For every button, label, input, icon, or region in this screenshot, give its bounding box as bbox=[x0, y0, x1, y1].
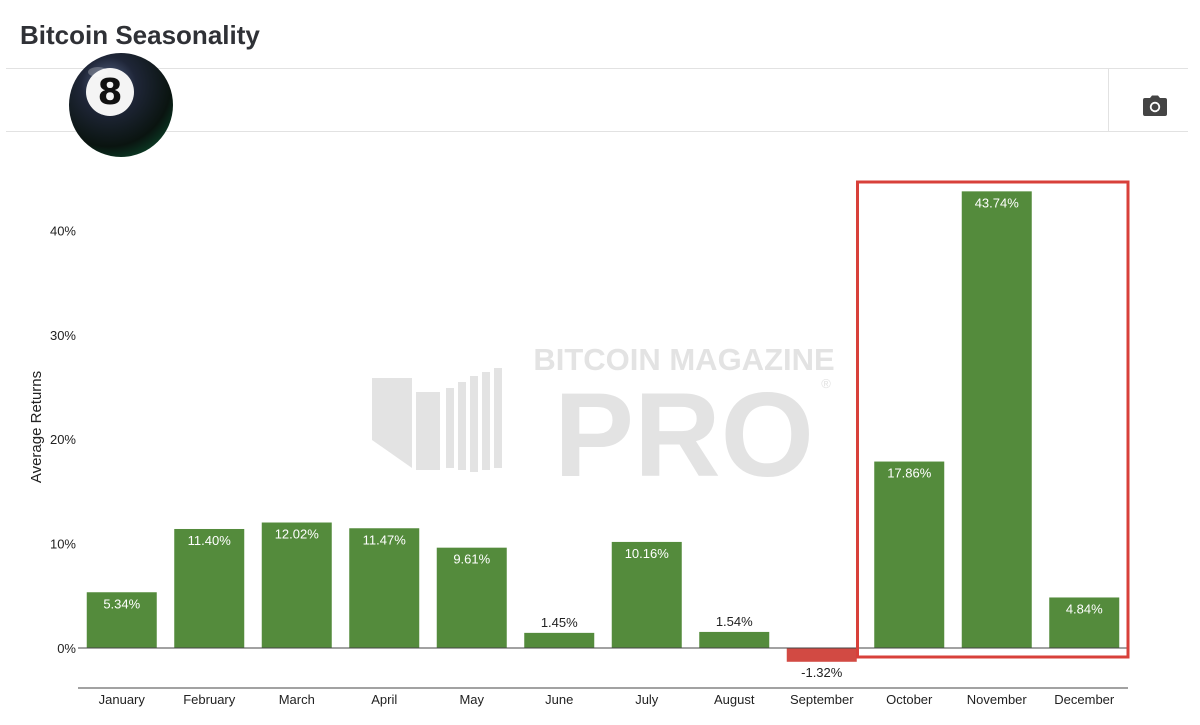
x-axis-ticks: January February March April May June July Augu… bbox=[99, 692, 1115, 707]
bar-may bbox=[436, 547, 507, 648]
bar-data-label: 5.34% bbox=[103, 596, 140, 611]
x-tick-label: December bbox=[1054, 692, 1115, 707]
bar-data-label: -1.32% bbox=[801, 665, 843, 680]
bar-labels: 5.34% 11.40% 12.02% 11.47% 9.61% 1.45% 10.16% 1… bbox=[103, 195, 1103, 679]
bar-october bbox=[874, 461, 945, 648]
y-tick-label: 30% bbox=[50, 328, 76, 343]
y-tick-label: 20% bbox=[50, 432, 76, 447]
bar-august bbox=[699, 631, 770, 648]
x-tick-label: October bbox=[886, 692, 933, 707]
camera-icon[interactable] bbox=[1142, 95, 1168, 117]
watermark-line2: PRO bbox=[554, 368, 814, 502]
x-tick-label: July bbox=[635, 692, 659, 707]
toolbar-divider bbox=[1108, 69, 1109, 131]
bar-data-label: 11.47% bbox=[363, 532, 407, 547]
bar-data-label: 43.74% bbox=[975, 195, 1020, 210]
chart-toolbar bbox=[6, 68, 1188, 132]
bar-data-label: 10.16% bbox=[625, 546, 670, 561]
bar-november bbox=[961, 191, 1032, 648]
x-tick-label: June bbox=[545, 692, 573, 707]
bar-january bbox=[86, 592, 157, 648]
x-tick-label: March bbox=[279, 692, 315, 707]
bar-march bbox=[261, 522, 332, 648]
y-axis-ticks: 0% 10% 20% 30% 40% bbox=[50, 223, 76, 656]
watermark-line1: BITCOIN MAGAZINE bbox=[533, 342, 834, 377]
x-tick-label: February bbox=[183, 692, 236, 707]
y-axis-title: Average Returns bbox=[28, 371, 45, 483]
bar-data-label: 9.61% bbox=[453, 552, 490, 567]
bars bbox=[86, 191, 1120, 662]
x-tick-label: November bbox=[967, 692, 1028, 707]
x-tick-label: May bbox=[459, 692, 484, 707]
bar-data-label: 17.86% bbox=[887, 466, 932, 481]
bar-data-label: 12.02% bbox=[275, 527, 320, 542]
bar-data-label: 1.45% bbox=[541, 615, 578, 630]
bar-july bbox=[611, 541, 682, 648]
svg-text:8: 8 bbox=[97, 72, 122, 113]
bar-april bbox=[349, 528, 420, 648]
bar-december bbox=[1049, 597, 1120, 648]
page-title: Bitcoin Seasonality bbox=[20, 20, 260, 50]
bar-june bbox=[524, 632, 595, 648]
y-tick-label: 10% bbox=[50, 537, 76, 552]
x-tick-label: January bbox=[99, 692, 146, 707]
watermark: BITCOIN MAGAZINE PRO ® bbox=[372, 342, 835, 502]
bar-data-label: 4.84% bbox=[1066, 601, 1103, 616]
bar-september bbox=[786, 648, 857, 662]
bar-data-label: 1.54% bbox=[716, 614, 753, 629]
highlight-box bbox=[856, 180, 1130, 659]
bar-data-label: 11.40% bbox=[188, 533, 232, 548]
x-tick-label: September bbox=[790, 692, 854, 707]
y-tick-label: 0% bbox=[57, 641, 76, 656]
x-tick-label: August bbox=[714, 692, 755, 707]
bar-february bbox=[174, 528, 245, 648]
x-tick-label: April bbox=[371, 692, 397, 707]
watermark-registered: ® bbox=[821, 376, 831, 391]
y-tick-label: 40% bbox=[50, 223, 76, 238]
eight-ball-icon: 8 bbox=[69, 53, 173, 157]
